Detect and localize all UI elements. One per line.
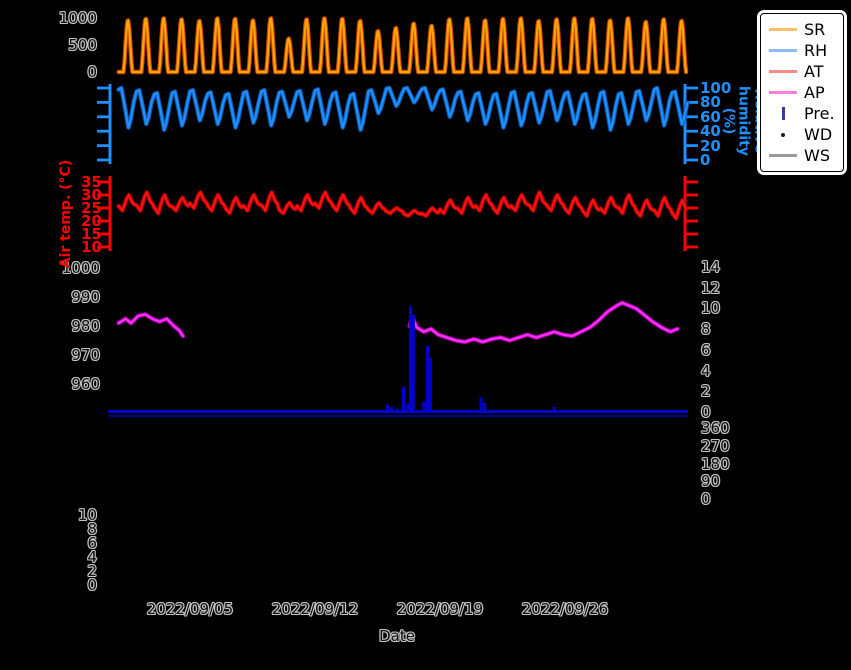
legend-swatch-mark [769,28,797,31]
ap-ytick-label: 960 [71,375,100,393]
wd-ytick-label: 0 [701,490,711,508]
wd-ytick-label: 360 [701,419,730,437]
legend-label: Pre. [804,104,835,123]
pre-ytick-label: 4 [701,361,711,380]
legend: SR RH AT AP Pre. WD WS [760,13,844,172]
ws-ytick-label: 6 [87,534,97,552]
legend-item-rh: RH [769,40,835,61]
legend-swatch-mark [769,49,797,52]
legend-label: WD [804,125,833,144]
at-ytick-label: 25 [81,199,102,217]
legend-label: AT [804,62,824,81]
legend-label: RH [804,41,828,60]
legend-item-at: AT [769,61,835,82]
legend-label: AP [804,83,825,102]
rh-ytick-label: 40 [700,122,721,141]
at-ytick-label: 35 [81,173,102,191]
legend-label: SR [804,20,826,39]
x-tick-label: 2022/09/26 [521,600,609,618]
sr-ytick-label: 500 [68,36,97,54]
pre-ytick-label: 6 [701,340,711,359]
pre-ytick-label: 0 [701,403,711,421]
at-ytick-label: 10 [81,238,102,256]
rh-ytick-label: 80 [700,93,721,112]
ws-ytick-label: 0 [87,576,97,594]
x-tick-label: 2022/09/05 [146,600,234,618]
ap-ytick-label: 980 [71,317,100,335]
rh-line [117,86,689,131]
at-ytick-label: 15 [81,225,102,243]
x-tick-label: 2022/09/12 [271,600,359,618]
ws-ytick-label: 8 [87,520,97,538]
ap-ytick-label: 970 [71,346,100,364]
pre-ytick-label: 8 [701,320,711,339]
rh-ytick-label: 60 [700,107,721,126]
at-line-halo [116,190,689,221]
x-tick-label: 2022/09/19 [396,600,484,618]
ws-ytick-label: 2 [87,562,97,580]
legend-line-swatch [769,70,797,73]
pre-ytick-label: 2 [701,382,711,401]
rh-ytick-label: 100 [700,79,732,97]
at-ytick-label: 20 [81,212,102,230]
rh-ytick-label: 20 [700,136,721,155]
wd-ytick-label: 270 [701,436,730,455]
legend-item-sr: SR [769,19,835,40]
ap-ytick-label: 1000 [61,259,100,277]
legend-dot-swatch [769,132,797,137]
pre-ytick-label: 10 [701,299,721,318]
wd-ytick-label: 90 [701,472,721,491]
ws-ytick-label: 4 [87,548,97,566]
pre-ytick-label: 12 [701,278,721,297]
legend-swatch-mark [769,70,797,73]
legend-line-swatch [769,154,797,157]
legend-swatch-mark [769,154,797,157]
legend-item-wd: WD [769,124,835,145]
legend-label: WS [804,146,830,165]
legend-line-swatch [769,91,797,94]
ap-ytick-label: 990 [71,288,100,306]
at-ytick-label: 30 [81,186,102,204]
at-line [117,191,688,220]
ws-ytick-label: 10 [77,506,97,524]
wd-ytick-label: 180 [701,454,730,473]
pre-ytick-label: 14 [701,258,721,276]
legend-item-ws: WS [769,145,835,166]
ap-line [117,313,184,338]
sr-ytick-label: 0 [87,63,97,81]
sr-ytick-label: 1000 [58,9,97,27]
legend-swatch-mark [781,107,785,120]
legend-bar-swatch [769,107,797,120]
legend-line-swatch [769,49,797,52]
legend-swatch-mark [769,91,797,94]
legend-item-ap: AP [769,82,835,103]
legend-swatch-mark [781,132,785,137]
x-axis-title: Date [379,627,415,645]
legend-item-pre: Pre. [769,103,835,124]
sr-line [117,17,688,74]
rh-ytick-label: 0 [700,151,711,169]
legend-line-swatch [769,28,797,31]
at-axis-title: Air temp. (°C) [58,159,74,269]
ap-line [408,301,679,343]
